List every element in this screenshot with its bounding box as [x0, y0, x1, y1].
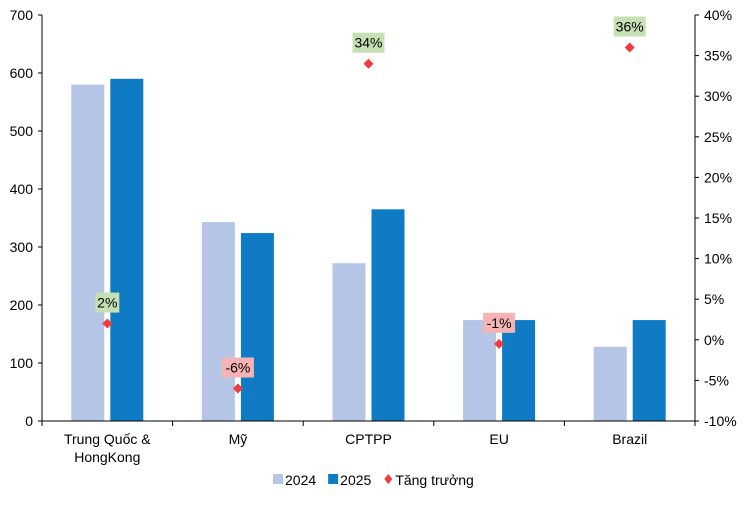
left-tick-label: 200 — [10, 297, 34, 313]
right-tick-label: 20% — [704, 169, 732, 185]
bar-2025-0 — [110, 78, 144, 422]
x-tick-label: Mỹ — [229, 431, 248, 447]
growth-point-4 — [624, 42, 635, 53]
bar-2025-2 — [371, 209, 405, 421]
data-label-box — [483, 312, 516, 333]
growth-point-2 — [363, 58, 374, 69]
bar-2025-3 — [502, 320, 536, 421]
left-tick-label: 400 — [10, 181, 34, 197]
left-tick-label: 300 — [10, 239, 34, 255]
right-tick-label: 30% — [704, 88, 732, 104]
data-label-box — [613, 16, 646, 37]
right-tick-label: 10% — [704, 251, 732, 267]
bar-2025-1 — [240, 233, 274, 421]
x-tick-label: CPTPP — [345, 431, 392, 447]
x-tick-label: Brazil — [612, 431, 647, 447]
left-tick-label: 100 — [10, 355, 34, 371]
x-tick-label: EU — [489, 431, 508, 447]
right-tick-label: -10% — [704, 413, 737, 429]
growth-point-0 — [102, 318, 113, 329]
bar-2024-2 — [332, 263, 366, 421]
bar-2024-1 — [201, 222, 235, 421]
left-tick-label: 600 — [10, 65, 34, 81]
right-tick-label: 25% — [704, 129, 732, 145]
legend-label: 2025 — [340, 472, 371, 488]
bar-2025-4 — [632, 320, 666, 421]
right-tick-label: 0% — [704, 332, 724, 348]
x-tick-label: Trung Quốc & — [64, 431, 151, 447]
data-label-box — [352, 32, 385, 53]
bar-2024-3 — [463, 320, 497, 421]
data-label: 2% — [97, 295, 117, 311]
growth-point-3 — [494, 338, 505, 349]
legend-swatch-2024 — [273, 474, 283, 484]
growth-point-1 — [232, 383, 243, 394]
data-label: -1% — [487, 315, 512, 331]
left-tick-label: 500 — [10, 123, 34, 139]
left-tick-label: 700 — [10, 7, 34, 23]
right-tick-label: 5% — [704, 291, 724, 307]
right-tick-label: 15% — [704, 210, 732, 226]
x-tick-label: HongKong — [74, 449, 140, 465]
legend-label: Tăng trưởng — [395, 472, 473, 488]
right-tick-label: 40% — [704, 7, 732, 23]
bar-2024-4 — [593, 346, 627, 421]
right-tick-label: 35% — [704, 48, 732, 64]
left-tick-label: 0 — [25, 413, 33, 429]
legend-swatch-2025 — [328, 474, 339, 484]
right-tick-label: -5% — [704, 372, 729, 388]
data-label: -6% — [225, 360, 250, 376]
data-label: 36% — [616, 18, 644, 34]
legend-label: 2024 — [285, 472, 316, 488]
data-label-box — [95, 292, 120, 313]
bar-2024-0 — [71, 84, 105, 421]
legend-swatch-growth — [384, 474, 393, 484]
data-label: 34% — [354, 35, 382, 51]
data-label-box — [221, 357, 254, 378]
